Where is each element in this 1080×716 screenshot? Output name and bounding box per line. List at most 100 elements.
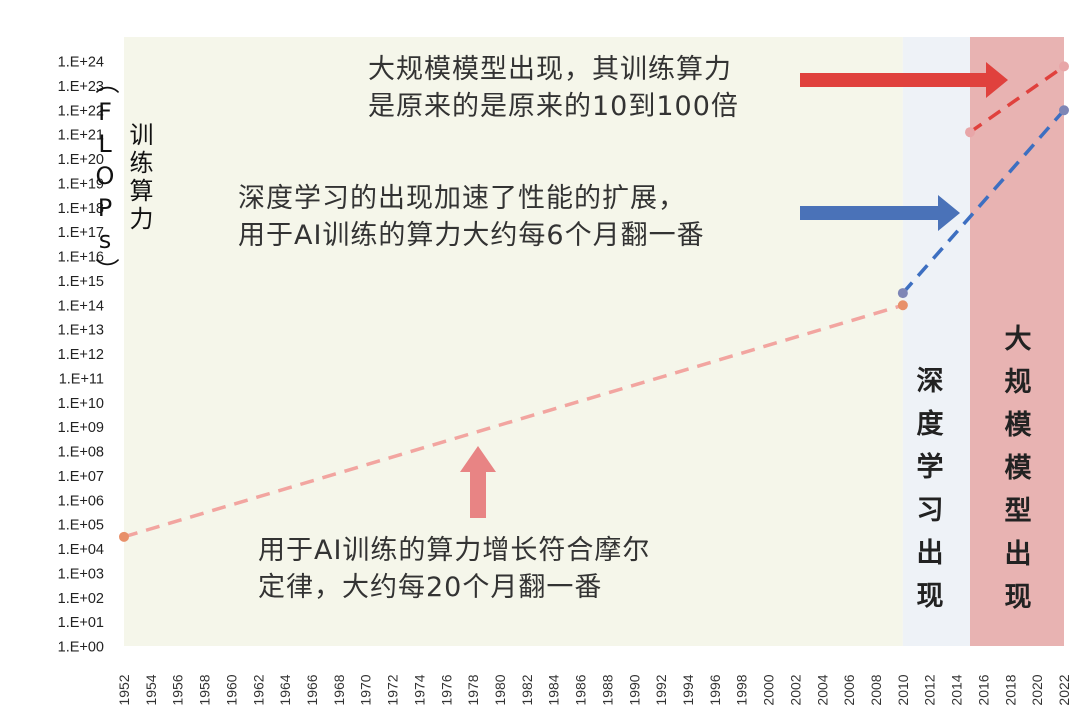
region-band: [970, 37, 1064, 646]
region-label-char: 习: [916, 495, 944, 526]
y-tick-label: 1.E+10: [58, 396, 104, 412]
y-tick-label: 1.E+08: [58, 445, 104, 461]
region-band: [124, 37, 903, 646]
region-label-char: 模: [1004, 410, 1032, 441]
y-tick-label: 1.E+13: [58, 323, 104, 339]
arrow-moore-law: [460, 446, 496, 518]
annotation-line: 大规模模型出现，其训练算力: [368, 54, 732, 85]
x-tick-label: 2002: [787, 674, 803, 705]
x-tick-label: 1992: [653, 674, 669, 705]
y-tick-label: 1.E+24: [58, 55, 104, 71]
x-axis-ticks: 1952 1954 1956 1958 1960 1962 1964 1966 1968 1970…: [116, 674, 1072, 705]
y-tick-label: 1.E+01: [58, 615, 104, 631]
x-tick-label: 1990: [626, 674, 642, 705]
annotation-large-model: 大规模模型出现，其训练算力 是原来的是原来的10到100倍: [368, 51, 739, 125]
annotation-line: 用于AI训练的算力大约每6个月翻一番: [238, 220, 705, 251]
y-tick-label: 1.E+16: [58, 250, 104, 266]
annotation-line: 用于AI训练的算力增长符合摩尔: [258, 535, 651, 566]
x-tick-label: 2022: [1056, 674, 1072, 705]
y-tick-label: 1.E+20: [58, 152, 104, 168]
x-tick-label: 1954: [143, 674, 159, 705]
series-lines: [119, 61, 1069, 542]
y-axis-ticks: 1.E+00 1.E+01 1.E+02 1.E+03 1.E+04 1.E+05 1.E+…: [58, 55, 104, 656]
y-tick-label: 1.E+12: [58, 347, 104, 363]
annotation-arrows: [460, 62, 1008, 518]
arrow-deep-learning: [800, 195, 960, 231]
x-tick-label: 2010: [895, 674, 911, 705]
series-point: [897, 288, 908, 299]
x-tick-label: 2004: [814, 674, 830, 705]
y-tick-label: 1.E+02: [58, 591, 104, 607]
background-regions: [124, 37, 1064, 646]
region-label-char: 学: [916, 452, 944, 483]
x-tick-label: 2014: [949, 674, 965, 705]
y-tick-label: 1.E+18: [58, 201, 104, 217]
x-tick-label: 1976: [438, 674, 454, 705]
x-tick-label: 1968: [331, 674, 347, 705]
series-point: [119, 531, 129, 542]
x-tick-label: 2016: [975, 674, 991, 705]
series-point: [1059, 61, 1069, 72]
y-tick-label: 1.E+04: [58, 542, 104, 558]
region-label-char: 深: [916, 366, 944, 397]
y-tick-label: 1.E+05: [58, 518, 104, 534]
region-label-char: 大: [1004, 324, 1032, 355]
x-tick-label: 2020: [1029, 674, 1045, 705]
y-tick-label: 1.E+03: [58, 566, 104, 582]
x-tick-label: 1966: [304, 674, 320, 705]
x-tick-label: 1988: [599, 674, 615, 705]
annotation-line: 深度学习的出现加速了性能的扩展，: [238, 183, 686, 214]
y-tick-label: 1.E+06: [58, 493, 104, 509]
x-tick-label: 1972: [385, 674, 401, 705]
series-line: [123, 303, 904, 539]
x-tick-label: 1956: [170, 674, 186, 705]
y-tick-label: 1.E+21: [58, 128, 104, 144]
x-tick-label: 2018: [1002, 674, 1018, 705]
region-label-char: 度: [916, 409, 944, 440]
annotation-line: 是原来的是原来的10到100倍: [368, 91, 739, 122]
x-tick-label: 1974: [411, 674, 427, 705]
region-label-char: 出: [1004, 539, 1032, 570]
y-tick-label: 1.E+23: [58, 79, 104, 95]
x-tick-label: 1980: [492, 674, 508, 705]
y-tick-label: 1.E+17: [58, 225, 104, 241]
x-tick-label: 1984: [546, 674, 562, 705]
region-label-char: 出: [916, 538, 944, 569]
region-label-char: 现: [916, 581, 944, 612]
y-tick-label: 1.E+00: [58, 640, 104, 656]
region-label-large-model: 大 规 模 模 型 出 现: [998, 318, 1038, 619]
x-tick-label: 1952: [116, 674, 132, 705]
y-tick-label: 1.E+19: [58, 176, 104, 192]
x-tick-label: 1986: [573, 674, 589, 705]
x-tick-label: 2000: [761, 674, 777, 705]
region-label-deep-learning: 深 度 学 习 出 现: [910, 360, 950, 618]
region-label-char: 规: [1004, 367, 1032, 398]
x-tick-label: 1960: [223, 674, 239, 705]
x-tick-label: 1964: [277, 674, 293, 705]
annotation-moore-law: 用于AI训练的算力增长符合摩尔 定律，大约每20个月翻一番: [258, 532, 650, 606]
series-point: [1059, 105, 1069, 116]
x-tick-label: 2008: [868, 674, 884, 705]
y-tick-label: 1.E+09: [58, 420, 104, 436]
x-tick-label: 1982: [519, 674, 535, 705]
y-tick-label: 1.E+11: [59, 371, 104, 387]
region-label-char: 型: [1004, 496, 1032, 527]
x-tick-label: 1978: [465, 674, 481, 705]
x-tick-label: 2012: [922, 674, 938, 705]
arrow-large-model: [800, 62, 1008, 98]
x-tick-label: 1996: [707, 674, 723, 705]
series-line: [968, 64, 1066, 134]
x-tick-label: 1962: [250, 674, 266, 705]
series-point: [897, 300, 908, 311]
annotation-line: 定律，大约每20个月翻一番: [258, 572, 603, 603]
y-tick-label: 1.E+07: [58, 469, 104, 485]
y-tick-label: 1.E+15: [58, 274, 104, 290]
x-tick-label: 1970: [358, 674, 374, 705]
region-label-char: 现: [1004, 582, 1032, 613]
region-label-char: 模: [1004, 453, 1032, 484]
y-tick-label: 1.E+14: [58, 298, 104, 314]
x-tick-label: 2006: [841, 674, 857, 705]
x-tick-label: 1958: [197, 674, 213, 705]
y-axis-label-text: 训练算力（FLOPs）: [91, 70, 153, 286]
